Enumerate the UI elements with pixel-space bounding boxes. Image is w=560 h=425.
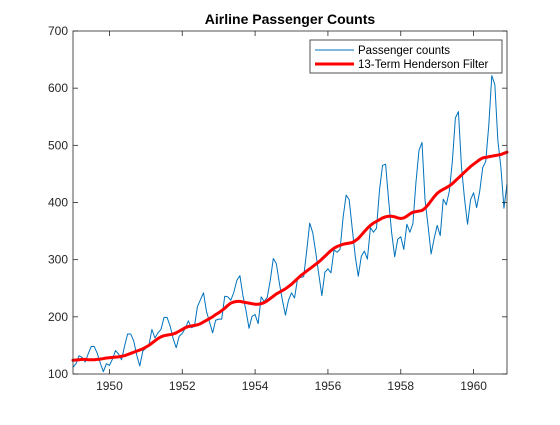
x-tick-label: 1958 bbox=[387, 379, 414, 393]
legend-box bbox=[309, 39, 503, 74]
axes-layer: 1950 1952 1954 1956 1958 1960 100 200 300 400 500 6… bbox=[48, 24, 508, 393]
x-tick-label: 1952 bbox=[169, 379, 196, 393]
plot-area bbox=[73, 31, 507, 374]
x-tick-label: 1956 bbox=[315, 379, 342, 393]
x-tick-label: 1960 bbox=[460, 379, 487, 393]
y-tick-label: 400 bbox=[48, 196, 68, 210]
x-tick-label: 1950 bbox=[96, 379, 123, 393]
y-tick-label: 200 bbox=[48, 310, 68, 324]
y-tick-label: 700 bbox=[48, 24, 68, 38]
legend: Passenger counts 13-Term Henderson Filte… bbox=[309, 39, 503, 74]
legend-label-passenger-counts: Passenger counts bbox=[358, 45, 450, 57]
y-tick-label: 300 bbox=[48, 253, 68, 267]
series-layer bbox=[71, 75, 509, 373]
legend-label-henderson-filter: 13-Term Henderson Filter bbox=[358, 59, 489, 71]
chart-title: Airline Passenger Counts bbox=[205, 11, 376, 27]
series-line-13-term-henderson-filter bbox=[71, 150, 509, 362]
x-tick-label: 1954 bbox=[242, 379, 269, 393]
y-tick-label: 500 bbox=[48, 138, 68, 152]
y-tick-label: 100 bbox=[48, 367, 68, 381]
y-tick-label: 600 bbox=[48, 81, 68, 95]
